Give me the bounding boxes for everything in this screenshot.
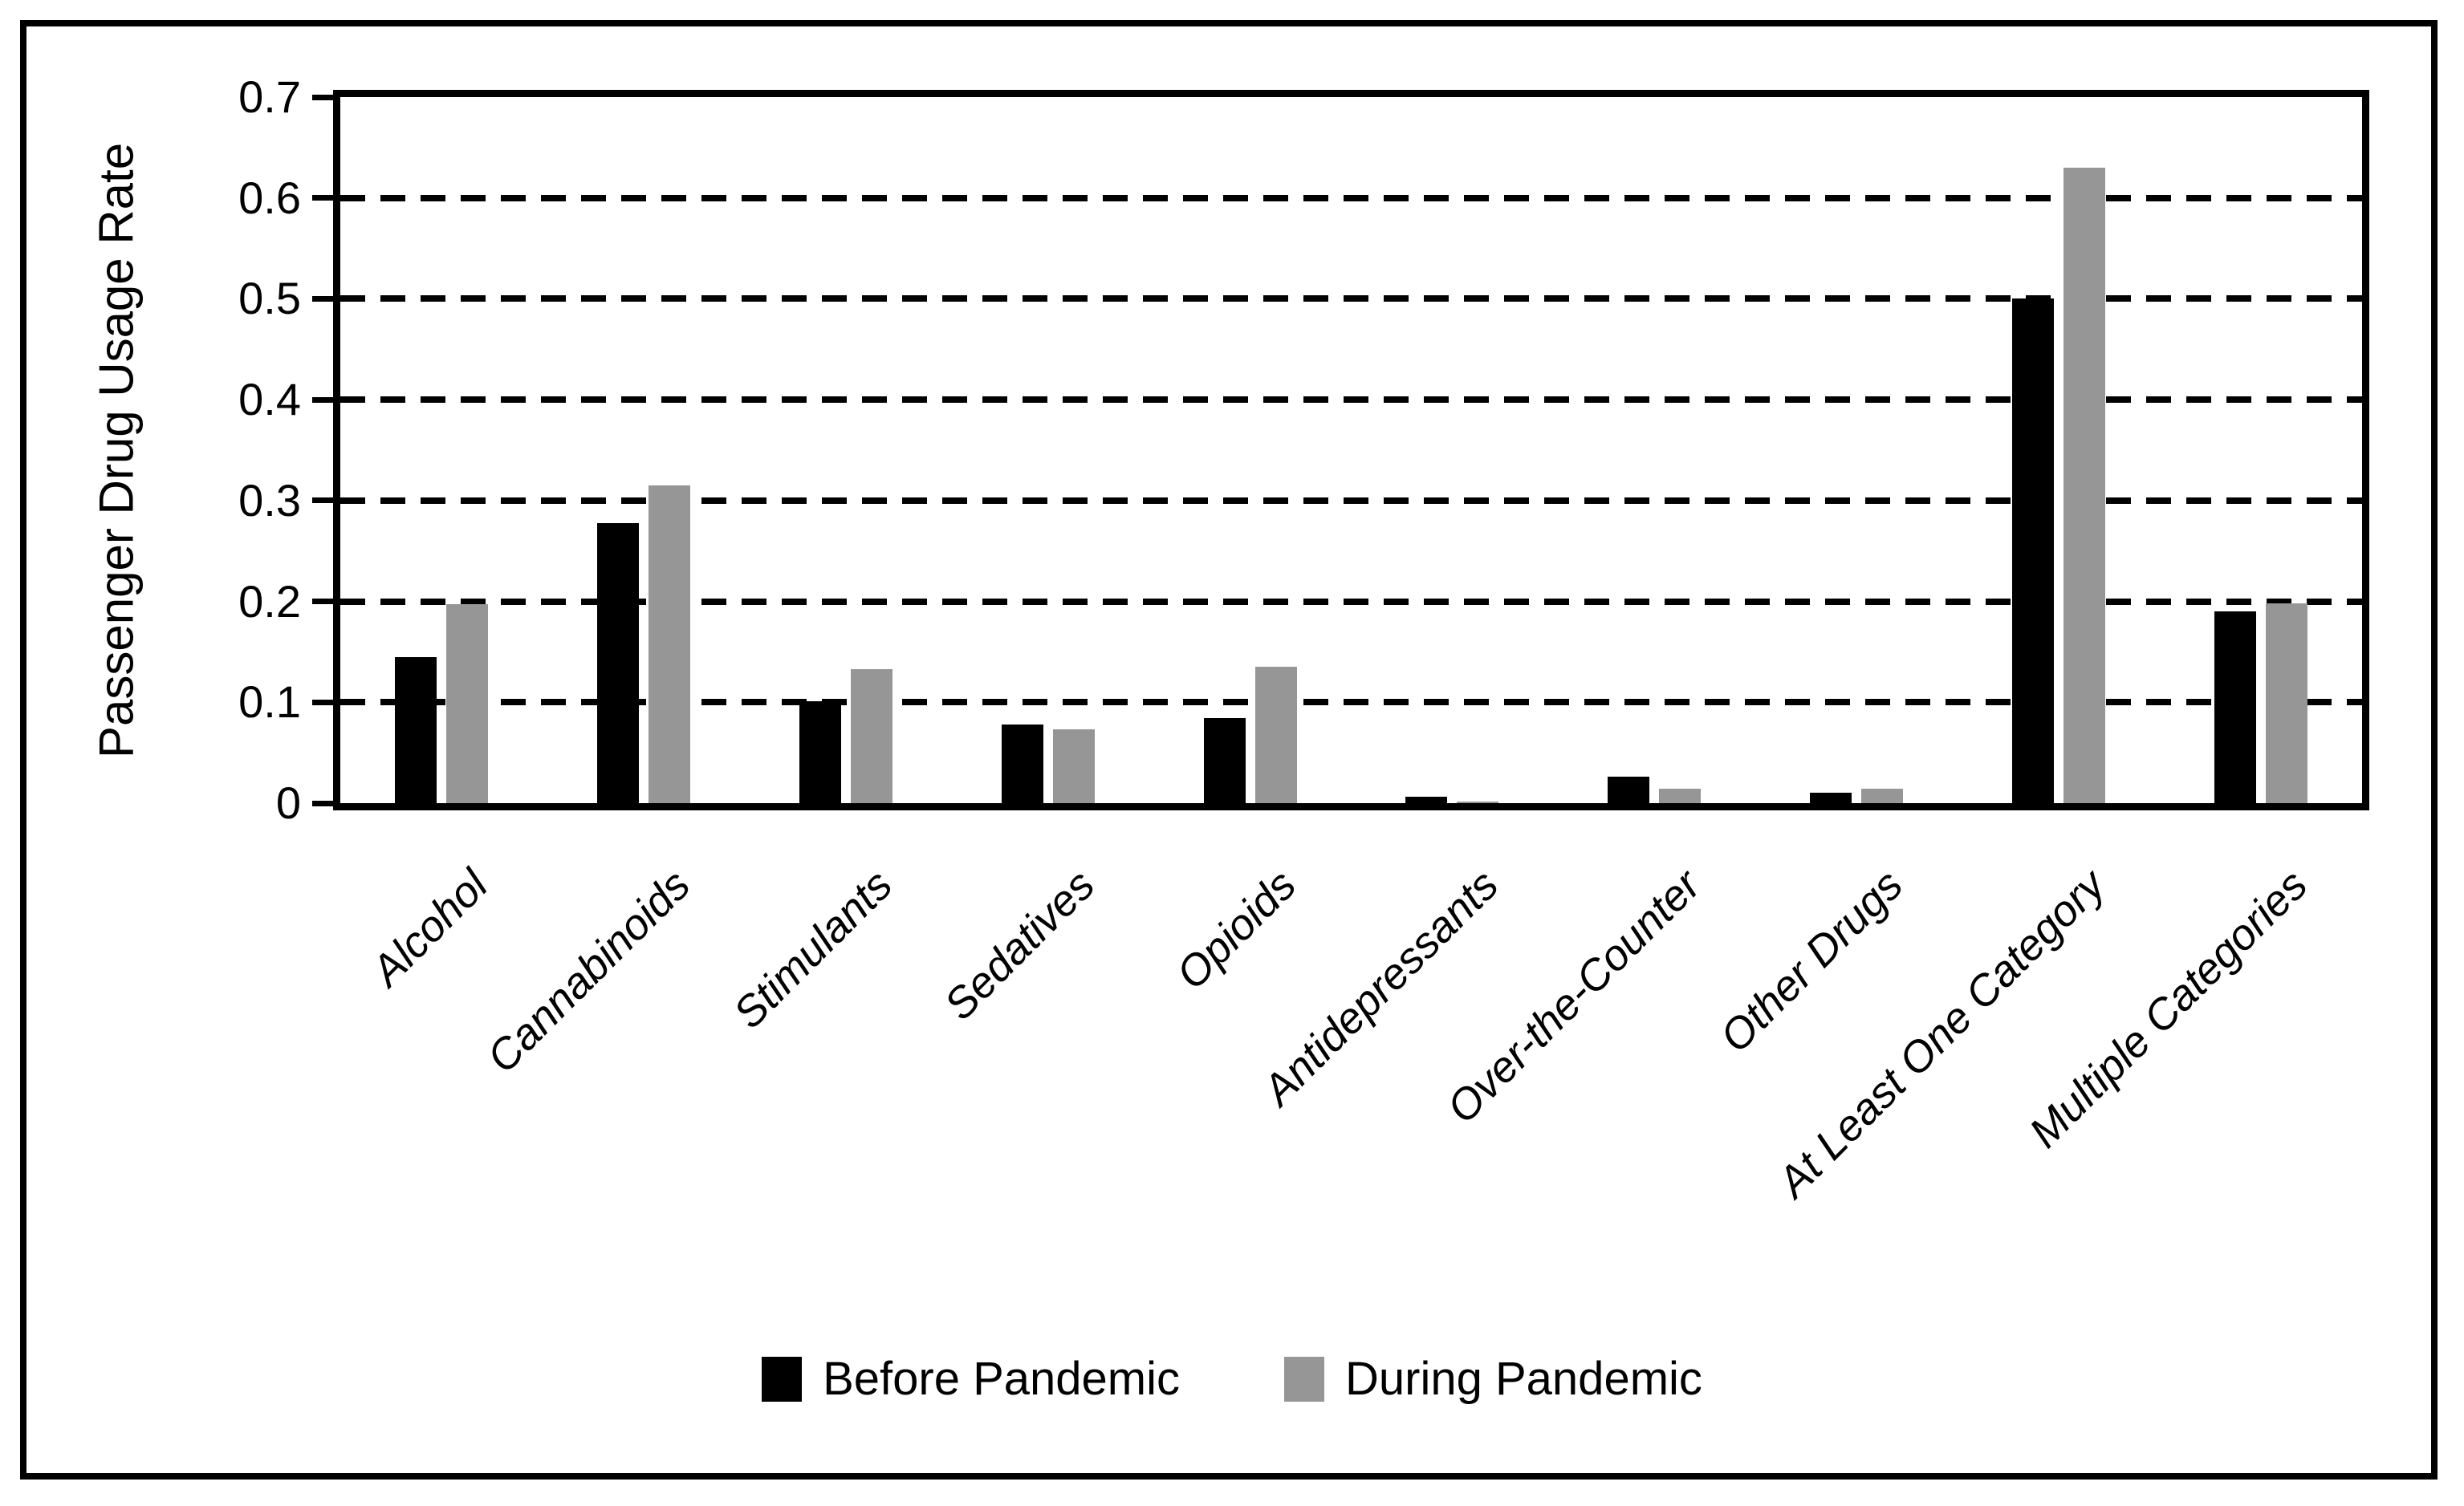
legend-label-before-pandemic: Before Pandemic xyxy=(823,1353,1181,1405)
bar-during-pandemic-alcohol xyxy=(445,604,488,803)
bar-during-pandemic-at-least-one-category xyxy=(2063,168,2106,803)
x-label-cannabinoids: Cannabinoids xyxy=(478,860,699,1082)
legend-label-during-pandemic: During Pandemic xyxy=(1345,1353,1702,1405)
y-tick-label-0: 0 xyxy=(275,777,301,828)
bar-during-pandemic-over-the-counter xyxy=(1659,789,1702,803)
y-tick-0.2 xyxy=(312,599,333,605)
bar-before-pandemic-stimulants xyxy=(799,701,841,803)
y-tick-0.1 xyxy=(312,699,333,705)
category-group-over-the-counter xyxy=(1553,97,1755,803)
legend-swatch-before-pandemic xyxy=(762,1357,803,1402)
bar-before-pandemic-other-drugs xyxy=(1810,793,1852,803)
x-label-alcohol: Alcohol xyxy=(362,860,498,996)
bar-before-pandemic-sedatives xyxy=(1001,724,1043,803)
gridline-0.1 xyxy=(340,699,2362,706)
bar-before-pandemic-antidepressants xyxy=(1405,797,1448,803)
gridline-0.3 xyxy=(340,497,2362,504)
gridline-0.4 xyxy=(340,396,2362,404)
bar-during-pandemic-antidepressants xyxy=(1457,801,1499,803)
y-tick-label-0.7: 0.7 xyxy=(238,71,301,122)
bar-during-pandemic-sedatives xyxy=(1052,729,1095,803)
legend-item-before-pandemic: Before Pandemic xyxy=(762,1353,1180,1406)
bar-during-pandemic-multiple-categories xyxy=(2266,603,2308,803)
y-tick-label-0.5: 0.5 xyxy=(238,273,301,324)
x-label-opioids: Opioids xyxy=(1167,860,1306,999)
bar-before-pandemic-at-least-one-category xyxy=(2012,298,2055,803)
y-tick-0 xyxy=(312,800,333,806)
y-tick-0.6 xyxy=(312,195,333,201)
gridline-0.6 xyxy=(340,194,2362,201)
bars-layer xyxy=(340,97,2362,803)
y-tick-label-0.1: 0.1 xyxy=(238,676,301,728)
category-group-antidepressants xyxy=(1352,97,1554,803)
x-label-other-drugs: Other Drugs xyxy=(1710,860,1913,1062)
legend-item-during-pandemic: During Pandemic xyxy=(1284,1353,1702,1406)
bar-before-pandemic-opioids xyxy=(1203,718,1246,803)
y-tick-label-0.2: 0.2 xyxy=(238,575,301,627)
bar-during-pandemic-stimulants xyxy=(850,668,892,803)
y-axis-ticks xyxy=(312,94,333,806)
bar-before-pandemic-alcohol xyxy=(394,656,437,803)
y-tick-0.3 xyxy=(312,497,333,504)
gridline-0.5 xyxy=(340,295,2362,302)
y-tick-label-0.4: 0.4 xyxy=(238,374,301,425)
category-group-stimulants xyxy=(745,97,947,803)
legend-swatch-during-pandemic xyxy=(1284,1357,1325,1402)
y-tick-0.4 xyxy=(312,396,333,403)
category-group-multiple-categories xyxy=(2160,97,2362,803)
y-tick-0.5 xyxy=(312,295,333,302)
category-group-sedatives xyxy=(947,97,1149,803)
bar-during-pandemic-opioids xyxy=(1254,667,1297,803)
y-tick-label-0.6: 0.6 xyxy=(238,172,301,223)
x-label-at-least-one-category: At Least One Category xyxy=(1768,860,2115,1207)
bar-during-pandemic-cannabinoids xyxy=(648,485,690,803)
category-group-other-drugs xyxy=(1755,97,1958,803)
bar-before-pandemic-cannabinoids xyxy=(596,522,639,803)
category-group-alcohol xyxy=(340,97,543,803)
legend: Before Pandemic During Pandemic xyxy=(0,1353,2464,1406)
bar-during-pandemic-other-drugs xyxy=(1861,789,1904,803)
x-label-sedatives: Sedatives xyxy=(934,860,1104,1029)
x-label-stimulants: Stimulants xyxy=(724,860,901,1038)
plot-area xyxy=(333,90,2369,810)
gridline-0.2 xyxy=(340,598,2362,605)
x-axis-labels: Alcohol Cannabinoids Stimulants Sedatives Op… xyxy=(333,810,2369,1324)
category-group-cannabinoids xyxy=(543,97,745,803)
y-tick-0.7 xyxy=(312,94,333,100)
bar-before-pandemic-over-the-counter xyxy=(1608,777,1650,803)
category-group-opioids xyxy=(1149,97,1352,803)
category-group-at-least-one-category xyxy=(1958,97,2160,803)
y-axis-tick-labels: 0 0.1 0.2 0.3 0.4 0.5 0.6 0.7 xyxy=(120,71,301,828)
gridlines-layer xyxy=(340,97,2362,803)
bar-before-pandemic-multiple-categories xyxy=(2214,611,2257,803)
y-tick-label-0.3: 0.3 xyxy=(238,474,301,526)
